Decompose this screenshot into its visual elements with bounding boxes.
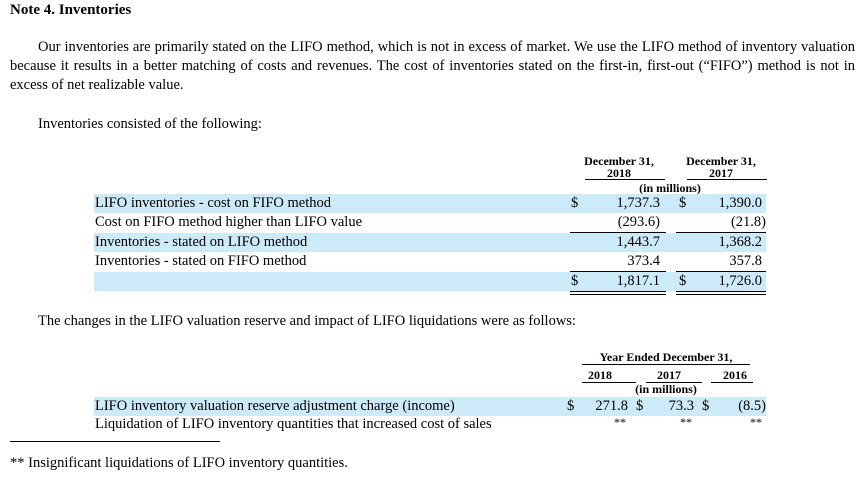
table1-row-label: Inventories - stated on FIFO method xyxy=(95,253,307,269)
table1-double-rule xyxy=(570,291,666,295)
table2-row-value-2017: ** xyxy=(680,415,692,429)
table1-col2-header: December 31, 2017 xyxy=(674,155,768,179)
table2-year-2018: 2018 xyxy=(588,368,612,382)
table2-year-2016: 2016 xyxy=(723,368,747,382)
table1-total-rule xyxy=(570,271,666,272)
table1-unit: (in millions) xyxy=(639,181,701,195)
table1-total-rule xyxy=(676,271,766,272)
table1-row-value-2018: 1,737.3 xyxy=(616,195,661,211)
table2-row-band xyxy=(94,397,766,416)
table1-row-value-2018: 1,817.1 xyxy=(616,273,661,289)
footnote-separator xyxy=(10,441,220,442)
table2-row-currency: $ xyxy=(636,398,644,414)
paragraph-text: Our inventories are primarily stated on … xyxy=(10,39,855,93)
table1-row-band xyxy=(94,272,766,291)
table1-row-label: Inventories - stated on LIFO method xyxy=(95,234,308,250)
table1-row-value-2017: 1,368.2 xyxy=(718,234,763,250)
table1-col1-header-line2: 2018 xyxy=(607,166,631,180)
table1-row-value-2017: 357.8 xyxy=(729,253,762,269)
table1-col1-header-line1: December 31, xyxy=(584,154,654,168)
table1-row-currency: $ xyxy=(571,195,579,211)
table2-row-value-2016: ** xyxy=(750,415,762,429)
table1-row-currency: $ xyxy=(679,195,687,211)
intro-paragraph: Our inventories are primarily stated on … xyxy=(10,38,855,95)
table1-col2-header-line1: December 31, xyxy=(686,154,756,168)
table2-year-rule xyxy=(646,382,702,383)
table2-row-label: Liquidation of LIFO inventory quantities… xyxy=(95,416,492,432)
table1-row-currency: $ xyxy=(679,273,687,289)
table2-unit: (in millions) xyxy=(635,382,697,396)
table2-row-currency: $ xyxy=(567,398,575,414)
table1-row-value-2018: 373.4 xyxy=(627,253,660,269)
table2-row-value-2017: 73.3 xyxy=(668,398,694,414)
table1-col1-header: December 31, 2018 xyxy=(572,155,666,179)
table2-intro: The changes in the LIFO valuation reserv… xyxy=(38,313,576,329)
table1-col2-header-rule xyxy=(687,179,767,180)
table1-row-value-2017: 1,390.0 xyxy=(718,195,763,211)
table2-row-label: LIFO inventory valuation reserve adjustm… xyxy=(95,398,455,414)
table1-row-band xyxy=(94,233,766,252)
footnote: ** Insignificant liquidations of LIFO in… xyxy=(10,455,348,471)
table1-row-currency: $ xyxy=(571,273,579,289)
table1-row-value-2018: 1,443.7 xyxy=(616,234,661,250)
table1-col2-header-line2: 2017 xyxy=(709,166,733,180)
table2-row-value-2016: (8.5) xyxy=(738,398,766,414)
table1-col1-header-rule xyxy=(585,179,665,180)
table1-double-rule xyxy=(676,291,766,295)
table1-intro: Inventories consisted of the following: xyxy=(38,116,262,132)
table1-row-label: LIFO inventories - cost on FIFO method xyxy=(95,195,332,211)
table2-year-rule xyxy=(711,382,753,383)
table1-row-value-2018: (293.6) xyxy=(617,214,660,230)
table1-subtotal-rule xyxy=(676,232,766,233)
note-title: Note 4. Inventories xyxy=(10,2,132,18)
table2-row-currency: $ xyxy=(702,398,710,414)
table1-row-value-2017: 1,726.0 xyxy=(718,273,763,289)
table2-year-2017: 2017 xyxy=(657,368,681,382)
table1-row-value-2017: (21.8) xyxy=(730,214,766,230)
table1-row-band xyxy=(94,194,766,213)
table2-group-header: Year Ended December 31, xyxy=(599,350,733,364)
table1-subtotal-rule xyxy=(570,232,666,233)
table2-year-rule xyxy=(582,382,636,383)
table2-row-value-2018: 271.8 xyxy=(595,398,628,414)
table2-row-value-2018: ** xyxy=(614,415,626,429)
table2-group-header-rule xyxy=(582,364,750,365)
table1-row-label: Cost on FIFO method higher than LIFO val… xyxy=(95,214,363,230)
